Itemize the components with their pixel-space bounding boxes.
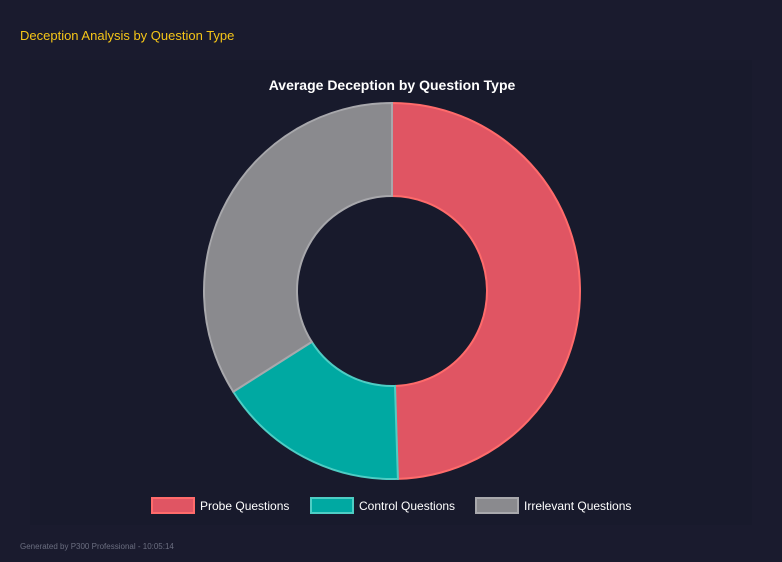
page-heading: Deception Analysis by Question Type xyxy=(20,28,235,43)
legend-swatch xyxy=(310,497,354,514)
slice-control-questions[interactable] xyxy=(231,340,399,480)
legend-label: Control Questions xyxy=(359,499,455,513)
legend-label: Irrelevant Questions xyxy=(524,499,631,513)
legend-item[interactable]: Control Questions xyxy=(310,497,455,514)
legend-item[interactable]: Irrelevant Questions xyxy=(475,497,631,514)
footer-text: Generated by P300 Professional - 10:05:1… xyxy=(20,542,174,551)
chart-title: Average Deception by Question Type xyxy=(269,77,516,93)
legend-swatch xyxy=(475,497,519,514)
doughnut-chart: Average Deception by Question Type Probe… xyxy=(151,77,631,514)
slice-irrelevant-questions[interactable] xyxy=(203,101,393,394)
slice-probe-questions[interactable] xyxy=(391,101,581,480)
legend-item[interactable]: Probe Questions xyxy=(151,497,289,514)
legend-swatch xyxy=(151,497,195,514)
legend-label: Probe Questions xyxy=(200,499,289,513)
